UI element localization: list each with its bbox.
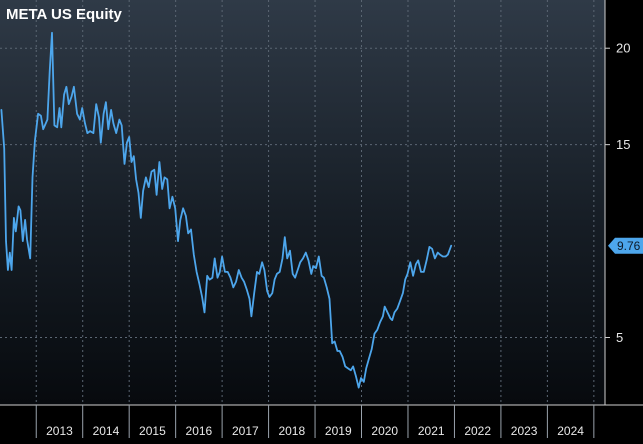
x-tick-label: 2015: [139, 424, 166, 438]
x-tick-label: 2023: [511, 424, 538, 438]
last-value-badge: [608, 237, 643, 254]
x-tick-label: 2018: [278, 424, 305, 438]
last-value-label: 9.76: [617, 239, 641, 253]
x-tick-labels: 2013 2014 2015 2016 2017 2018 2019 2020 2021 2022…: [46, 424, 584, 438]
x-tick-label: 2017: [232, 424, 259, 438]
y-tick-label: 15: [616, 137, 630, 152]
x-tick-label: 2014: [93, 424, 120, 438]
series-layer: [0, 31, 453, 389]
chart-title: META US Equity: [6, 6, 122, 23]
y-tick-label: 5: [616, 330, 623, 345]
last-value-marker: 9.76: [608, 237, 643, 254]
series-line: [0, 31, 453, 389]
x-tick-label: 2020: [371, 424, 398, 438]
x-tick-label: 2019: [325, 424, 352, 438]
plot-background: [0, 0, 605, 405]
x-tick-label: 2013: [46, 424, 73, 438]
x-tick-label: 2024: [557, 424, 584, 438]
y-tick-label: 20: [616, 41, 630, 56]
y-tick-labels: 5 15 20: [616, 41, 630, 345]
x-tick-label: 2021: [418, 424, 445, 438]
x-tick-label: 2016: [186, 424, 213, 438]
x-tick-label: 2022: [464, 424, 491, 438]
gridlines: [0, 0, 605, 405]
